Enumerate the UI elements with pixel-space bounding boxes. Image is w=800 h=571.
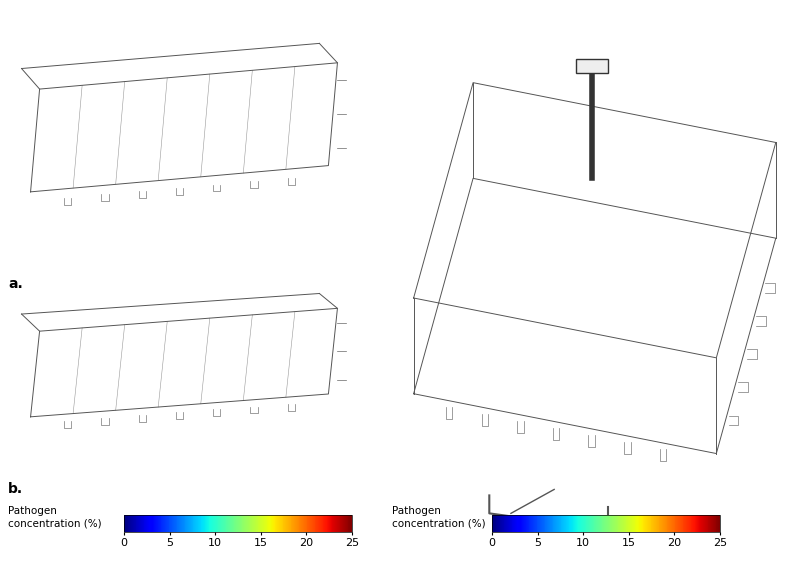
Text: Pathogen
concentration (%): Pathogen concentration (%) bbox=[392, 506, 486, 529]
Text: Pathogen
concentration (%): Pathogen concentration (%) bbox=[8, 506, 102, 529]
Text: b.: b. bbox=[8, 482, 23, 497]
FancyBboxPatch shape bbox=[576, 59, 608, 73]
Text: a.: a. bbox=[8, 277, 22, 291]
